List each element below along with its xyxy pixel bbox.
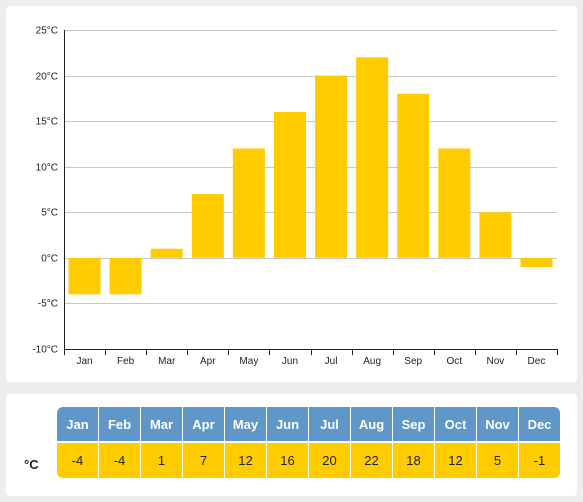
chart-panel: 25°C 20°C 15°C 10°C 5°C 0°C -5°C -10°C Jan Feb Mar…	[6, 6, 577, 382]
x-tick-label: Jan	[76, 356, 92, 367]
bar-oct	[438, 148, 471, 258]
y-tick-label: 20°C	[36, 72, 58, 83]
temperature-table-panel: °C Jan Feb Mar Apr May Jun Jul Aug Sep Oct Nov Dec …	[6, 394, 577, 496]
bar-mar	[150, 248, 183, 258]
temperature-value-nov: 5	[477, 443, 518, 478]
month-header-sep: Sep	[393, 407, 434, 441]
temperature-value-aug: 22	[351, 443, 392, 478]
x-tick-label: Jul	[325, 356, 338, 367]
unit-label: °C	[24, 457, 39, 472]
temperature-value-row: -4 -4 1 7 12 16 20 22 18 12 5 -1	[57, 443, 560, 478]
month-header-mar: Mar	[141, 407, 182, 441]
temperature-value-jan: -4	[57, 443, 98, 478]
bar-jan	[68, 257, 101, 295]
month-header-jul: Jul	[309, 407, 350, 441]
month-header-row: Jan Feb Mar Apr May Jun Jul Aug Sep Oct Nov Dec	[57, 407, 560, 441]
x-tick-label: Oct	[447, 356, 463, 367]
temperature-value-apr: 7	[183, 443, 224, 478]
y-tick-label: 25°C	[36, 26, 58, 37]
x-tick-label: Feb	[117, 356, 135, 367]
month-header-aug: Aug	[351, 407, 392, 441]
x-tick-label: Sep	[404, 356, 422, 367]
bar-may	[232, 148, 265, 258]
temperature-value-mar: 1	[141, 443, 182, 478]
bar-apr	[191, 194, 224, 258]
x-tick-label: Mar	[158, 356, 176, 367]
bar-sep	[397, 93, 430, 258]
temperature-value-may: 12	[225, 443, 266, 478]
bar-dec	[520, 257, 553, 267]
month-header-feb: Feb	[99, 407, 140, 441]
month-header-may: May	[225, 407, 266, 441]
temperature-value-oct: 12	[435, 443, 476, 478]
month-header-jun: Jun	[267, 407, 308, 441]
x-tick-label: Apr	[200, 356, 216, 367]
y-tick-label: 15°C	[36, 117, 58, 128]
bar-jul	[315, 75, 348, 258]
x-tick-label: Jun	[282, 356, 298, 367]
temperature-table: Jan Feb Mar Apr May Jun Jul Aug Sep Oct Nov Dec -4-…	[56, 405, 561, 480]
x-tick-label: May	[239, 356, 258, 367]
x-tick-label: Dec	[528, 356, 546, 367]
temperature-value-sep: 18	[393, 443, 434, 478]
y-tick-label: 5°C	[41, 208, 58, 219]
y-tick-label: 0°C	[41, 254, 58, 265]
x-tick-label: Aug	[363, 356, 381, 367]
temperature-value-feb: -4	[99, 443, 140, 478]
bar-chart: 25°C 20°C 15°C 10°C 5°C 0°C -5°C -10°C Jan Feb Mar…	[32, 26, 558, 367]
bar-nov	[479, 212, 512, 258]
x-tick-label: Nov	[486, 356, 504, 367]
y-tick-label: -10°C	[32, 345, 58, 356]
bar-feb	[109, 257, 142, 295]
temperature-value-jul: 20	[309, 443, 350, 478]
bar-aug	[356, 57, 389, 258]
month-header-jan: Jan	[57, 407, 98, 441]
month-header-dec: Dec	[519, 407, 560, 441]
month-header-oct: Oct	[435, 407, 476, 441]
y-tick-label: -5°C	[38, 299, 58, 310]
month-header-apr: Apr	[183, 407, 224, 441]
month-header-nov: Nov	[477, 407, 518, 441]
temperature-value-dec: -1	[519, 443, 560, 478]
temperature-value-jun: 16	[267, 443, 308, 478]
y-tick-label: 10°C	[36, 163, 58, 174]
bar-jun	[273, 112, 306, 258]
